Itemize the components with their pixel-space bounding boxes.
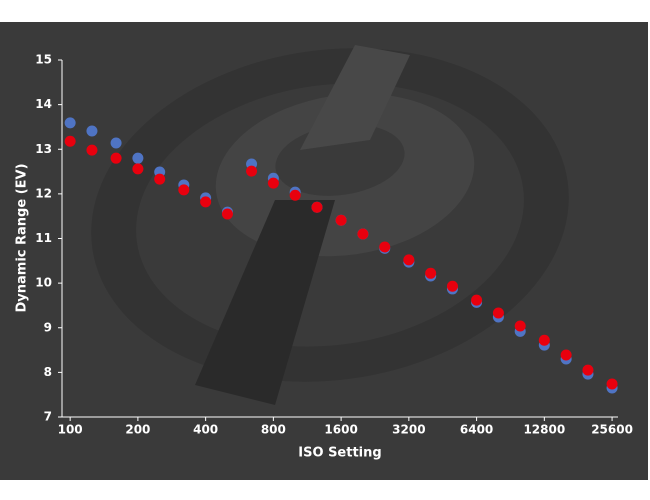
x-tick-label: 3200 [392,423,425,437]
point [267,177,279,189]
point [110,152,122,164]
point [560,349,572,361]
y-tick-label: 8 [44,365,52,379]
point [357,228,369,240]
point [64,117,76,129]
x-axis-title: ISO Setting [298,446,381,461]
point [200,196,212,208]
point [311,201,323,213]
y-tick-label: 11 [35,231,52,245]
x-tick-label: 400 [193,423,218,437]
point [471,294,483,306]
watermark-logo [91,45,569,405]
point [335,214,347,226]
point [582,364,594,376]
point [132,152,144,164]
point [154,173,166,185]
point [86,125,98,137]
y-tick-label: 15 [35,53,52,67]
point [514,320,526,332]
point [64,135,76,147]
point [403,254,415,266]
point [538,334,550,346]
x-tick-label: 1600 [324,423,357,437]
point [246,165,258,177]
point [86,144,98,156]
point [492,307,504,319]
point [425,267,437,279]
y-tick-label: 7 [44,410,52,424]
point [110,137,122,149]
x-tick-label: 200 [125,423,150,437]
point [289,189,301,201]
x-tick-label: 100 [58,423,83,437]
point [178,184,190,196]
y-tick-label: 10 [35,276,52,290]
point [221,208,233,220]
y-tick-label: 13 [35,142,52,156]
point [132,163,144,175]
point [606,378,618,390]
point [446,280,458,292]
point [379,241,391,253]
y-tick-label: 12 [35,186,52,200]
y-tick-label: 9 [44,320,52,334]
x-tick-label: 6400 [460,423,493,437]
y-axis-title: Dynamic Range (EV) [15,163,30,312]
x-tick-label: 25600 [591,423,633,437]
x-tick-label: 12800 [523,423,565,437]
y-tick-label: 14 [35,97,52,111]
x-tick-label: 800 [261,423,286,437]
